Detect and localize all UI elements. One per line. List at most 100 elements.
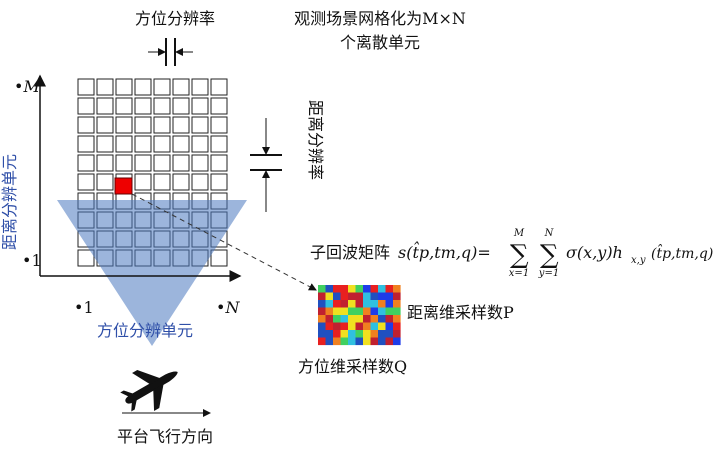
axis-label: •1 — [22, 251, 42, 270]
grid-cell — [77, 97, 95, 115]
matrix-cell — [385, 322, 394, 331]
grid-cell — [96, 97, 114, 115]
matrix-cell — [378, 322, 386, 331]
grid-cell — [172, 154, 190, 172]
axis-label: •M — [14, 77, 40, 96]
matrix-cell — [325, 315, 334, 323]
matrix-cell — [318, 292, 326, 301]
matrix-cell — [318, 315, 326, 323]
grid-cell — [96, 173, 114, 191]
grid-cell — [115, 135, 133, 153]
matrix-cell — [318, 330, 326, 338]
airplane-icon — [120, 369, 178, 412]
matrix-cell — [385, 337, 394, 346]
matrix-cell — [333, 307, 341, 316]
grid-cell — [115, 154, 133, 172]
matrix-cell — [325, 330, 334, 338]
matrix-cell — [385, 285, 394, 293]
matrix-cell — [340, 307, 349, 316]
matrix-cell — [385, 307, 394, 316]
grid-cell — [134, 78, 152, 96]
matrix-cell — [370, 285, 379, 293]
grid-cell — [77, 116, 95, 134]
matrix-cell — [355, 285, 364, 293]
matrix-cell — [385, 292, 394, 301]
sum-sign: ∑ — [540, 240, 559, 270]
matrix-cell — [348, 285, 356, 293]
axis-label: •1 — [74, 298, 94, 317]
matrix-cell — [325, 292, 334, 301]
formula: N — [544, 228, 555, 239]
matrix-cell — [355, 315, 364, 323]
grid-cell — [77, 78, 95, 96]
matrix-cell — [393, 322, 401, 331]
matrix-cell — [378, 337, 386, 346]
matrix-cell — [348, 307, 356, 316]
grid-cell — [172, 97, 190, 115]
matrix-cell — [333, 315, 341, 323]
azimuth-cell-label: 方位分辨单元 — [97, 321, 193, 340]
grid-cell — [96, 154, 114, 172]
matrix-cell — [348, 322, 356, 331]
grid-cell — [77, 154, 95, 172]
matrix-cell — [363, 292, 371, 301]
matrix-cell — [378, 300, 386, 308]
grid-cell — [172, 173, 190, 191]
matrix-cell — [370, 322, 379, 331]
matrix-cell — [378, 285, 386, 293]
matrix-cell — [355, 307, 364, 316]
grid-cell — [172, 78, 190, 96]
matrix-cell — [385, 315, 394, 323]
matrix-cell — [340, 330, 349, 338]
matrix-cell — [393, 337, 401, 346]
matrix-cell — [363, 285, 371, 293]
matrix-cell — [363, 307, 371, 316]
dashed-arrow — [131, 193, 317, 291]
formula: s(t̂p,tm,q)= — [398, 242, 491, 262]
grid-cell — [134, 97, 152, 115]
matrix-cell — [348, 292, 356, 301]
matrix-cell — [363, 330, 371, 338]
matrix-cell — [393, 300, 401, 308]
range-cell-label: 距离分辨单元 — [0, 154, 19, 250]
matrix-cell — [348, 330, 356, 338]
grid-cell — [191, 173, 209, 191]
matrix-cell — [340, 300, 349, 308]
matrix-cell — [340, 337, 349, 346]
grid-cell — [115, 97, 133, 115]
matrix-cell — [340, 292, 349, 301]
grid-cell — [134, 116, 152, 134]
grid-cell — [210, 97, 228, 115]
matrix-cell — [355, 322, 364, 331]
matrix-cell — [393, 285, 401, 293]
matrix-cell — [393, 307, 401, 316]
matrix-cell — [370, 330, 379, 338]
matrix-cell — [340, 322, 349, 331]
grid-note: 个离散单元 — [340, 33, 420, 52]
sum-sign: ∑ — [510, 240, 529, 270]
grid-cell — [210, 173, 228, 191]
matrix-cell — [325, 300, 334, 308]
matrix-cell — [325, 337, 334, 346]
range-samples-label: 距离维采样数P — [407, 303, 514, 322]
matrix-cell — [355, 292, 364, 301]
grid-cell — [96, 78, 114, 96]
grid-cell — [191, 116, 209, 134]
matrix-cell — [370, 307, 379, 316]
matrix-cell — [385, 330, 394, 338]
matrix-cell — [363, 322, 371, 331]
grid-cell — [191, 78, 209, 96]
matrix-cell — [348, 337, 356, 346]
matrix-cell — [325, 285, 334, 293]
grid-note: 观测场景网格化为M×N — [294, 9, 466, 28]
sub-echo-label: 子回波矩阵 — [310, 243, 390, 262]
formula: y=1 — [538, 268, 559, 279]
matrix-cell — [318, 337, 326, 346]
matrix-cell — [385, 300, 394, 308]
matrix-cell — [378, 307, 386, 316]
grid-cell — [96, 116, 114, 134]
grid-cell — [172, 116, 190, 134]
matrix-cell — [393, 315, 401, 323]
matrix-cell — [333, 337, 341, 346]
